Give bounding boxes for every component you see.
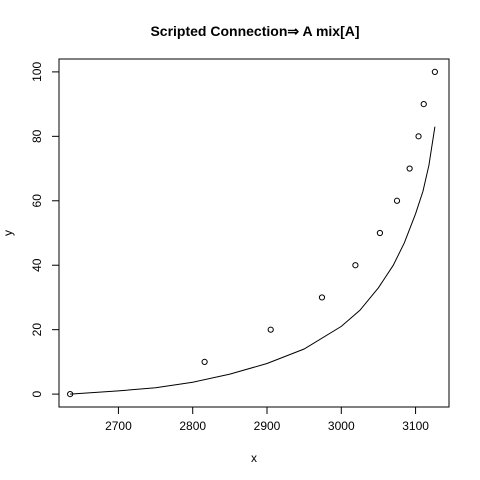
y-tick-label: 20 xyxy=(30,323,44,337)
x-axis: 2700 2800 2900 3000 3100 xyxy=(105,407,429,433)
chart-title: Scripted Connection⇒ A mix[A] xyxy=(150,23,359,39)
data-point xyxy=(393,197,401,204)
y-axis-label: y xyxy=(1,230,15,236)
data-point xyxy=(431,68,438,75)
data-point xyxy=(267,326,274,333)
data-point xyxy=(415,133,422,140)
x-tick-label: 3100 xyxy=(402,419,429,433)
data-point xyxy=(67,391,74,398)
fitted-curve xyxy=(70,126,436,395)
data-point xyxy=(376,229,384,237)
y-tick-label: 60 xyxy=(30,194,44,208)
data-point xyxy=(318,294,326,301)
x-tick-label: 2900 xyxy=(254,419,281,433)
data-point xyxy=(420,101,427,108)
x-tick-label: 2800 xyxy=(179,419,206,433)
x-axis-label: x xyxy=(251,451,257,465)
x-tick-label: 2700 xyxy=(105,419,132,433)
y-tick-label: 80 xyxy=(30,129,44,143)
data-point xyxy=(406,165,413,172)
plot-frame xyxy=(58,58,450,408)
y-tick-label: 0 xyxy=(30,390,44,397)
y-tick-label: 40 xyxy=(30,258,44,272)
data-points xyxy=(67,68,438,398)
y-tick-label: 100 xyxy=(30,62,44,82)
x-tick-label: 3000 xyxy=(328,419,355,433)
data-point xyxy=(201,358,208,365)
data-point xyxy=(352,262,359,269)
y-axis: 0 20 40 60 80 100 xyxy=(30,62,59,397)
